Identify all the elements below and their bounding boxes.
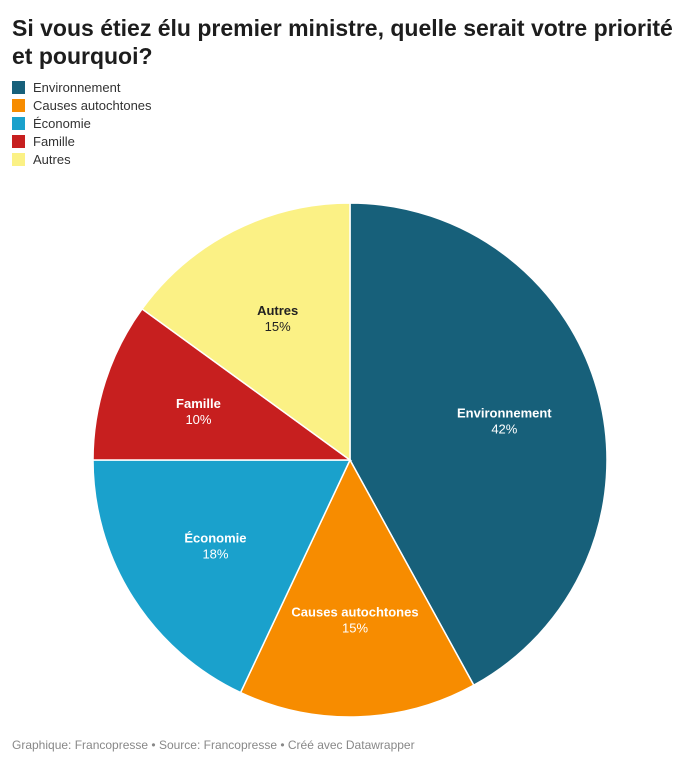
legend-swatch <box>12 134 25 148</box>
legend-item-causes-autochtones: Causes autochtones <box>12 96 152 114</box>
slice-value-famille: 10% <box>185 412 211 427</box>
slice-value-economie: 18% <box>202 546 228 561</box>
legend-item-famille: Famille <box>12 132 152 150</box>
legend-swatch <box>12 98 25 112</box>
pie-slice-environnement <box>349 202 608 687</box>
slice-label-famille: Famille <box>176 396 221 411</box>
legend-label: Famille <box>33 133 75 149</box>
legend-item-economie: Économie <box>12 114 152 132</box>
legend-label: Autres <box>33 151 71 167</box>
legend-label: Environnement <box>33 79 121 95</box>
footer-credits: Graphique: Francopresse • Source: Franco… <box>12 738 415 752</box>
slice-value-autres: 15% <box>265 319 291 334</box>
slice-value-causes-autochtones: 15% <box>342 620 368 635</box>
legend-label: Causes autochtones <box>33 97 152 113</box>
chart-title: Si vous étiez élu premier ministre, quel… <box>12 15 673 69</box>
pie-slice-famille <box>92 307 353 461</box>
slice-value-environnement: 42% <box>491 421 517 436</box>
slice-label-causes-autochtones: Causes autochtones <box>291 604 418 619</box>
slice-label-autres: Autres <box>257 303 298 318</box>
legend-item-autres: Autres <box>12 150 152 168</box>
pie-slice-causes-autochtones <box>239 458 475 718</box>
legend: Environnement Causes autochtones Économie F… <box>12 78 152 168</box>
legend-swatch <box>12 80 25 94</box>
legend-label: Économie <box>33 115 91 131</box>
slice-label-economie: Économie <box>184 530 246 545</box>
pie-slice-autres <box>141 202 351 462</box>
legend-swatch <box>12 152 25 166</box>
pie-slice-economie <box>92 459 352 694</box>
legend-item-environnement: Environnement <box>12 78 152 96</box>
slice-label-environnement: Environnement <box>457 405 552 420</box>
legend-swatch <box>12 116 25 130</box>
